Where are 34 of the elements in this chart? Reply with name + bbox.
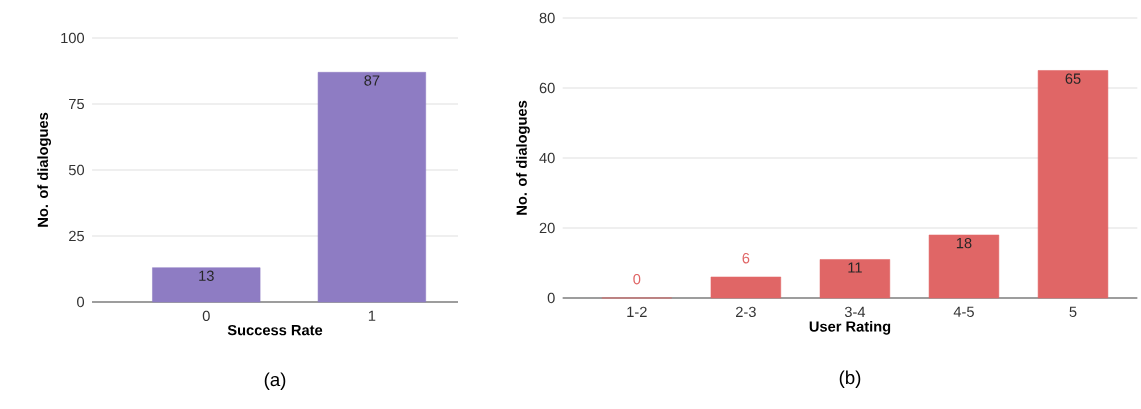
y-tick-label: 100 [61,32,85,44]
y-tick-label: 0 [547,292,555,304]
x-tick-label: 4-5 [953,306,974,317]
data-label: 0 [633,274,641,285]
y-tick-label: 40 [539,152,555,164]
y-tick-label: 20 [539,222,555,234]
data-label: 18 [956,237,972,249]
text: (a) [264,372,286,390]
bar [928,234,1000,299]
x-tick-label: 2-3 [736,306,756,318]
x-tick-label: 3-4 [844,306,866,318]
data-label: 13 [199,270,214,281]
text: (b) [839,370,861,388]
y-tick-label: 50 [68,164,85,176]
x-tick-label: 1-2 [627,306,647,317]
y-tick-label: 60 [539,82,555,94]
bar [1037,70,1109,299]
data-label: 6 [742,253,750,264]
y-axis-title: No. of dialogues [516,100,530,215]
data-label: 65 [1065,73,1081,84]
data-label: 87 [364,75,380,86]
bar [710,276,782,299]
x-axis-title: User Rating [809,320,891,335]
x-tick-label: 1 [368,310,376,321]
y-axis-title: No. of dialogues [37,112,52,227]
x-tick-label: 5 [1069,306,1077,317]
y-tick-label: 0 [77,296,85,308]
x-tick-label: 0 [202,310,210,322]
data-label: 11 [848,262,862,273]
x-axis-title: Success Rate [227,324,323,336]
y-tick-label: 25 [69,230,85,242]
y-tick-label: 75 [69,98,85,110]
bar [819,259,891,299]
y-tick-label: 80 [539,12,555,24]
